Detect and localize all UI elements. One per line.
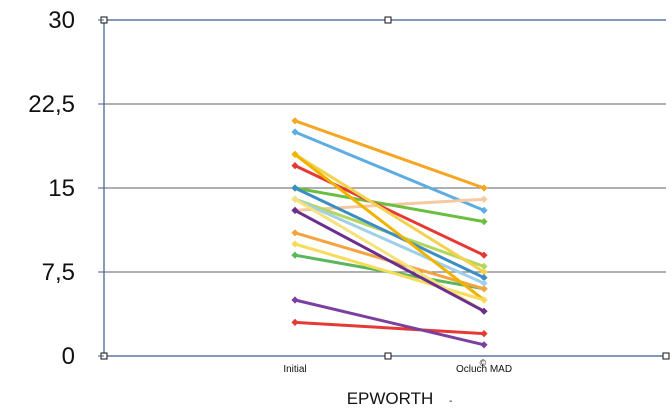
data-point (291, 240, 299, 248)
data-point (480, 279, 488, 287)
data-point (291, 296, 299, 304)
series-line (293, 197, 486, 313)
selection-handle (384, 16, 392, 24)
gridlines (104, 19, 666, 273)
x-tick-label: Initial (283, 364, 306, 375)
y-tick-label: 15 (48, 175, 75, 202)
series-line (293, 208, 486, 313)
data-point (291, 184, 299, 192)
y-tick-label: 30 (48, 7, 75, 34)
data-point (291, 229, 299, 237)
data-point (480, 262, 488, 270)
data-point (291, 162, 299, 170)
series-15 (291, 318, 488, 338)
data-point (480, 341, 488, 349)
data-point (480, 285, 488, 293)
y-tick-label: 0 (62, 343, 75, 370)
data-point (480, 307, 488, 315)
data-point (480, 195, 488, 203)
series-7 (291, 184, 488, 282)
series-line (293, 186, 486, 224)
x-tick-label: Ocluch MAD (456, 364, 512, 375)
selection-handle (662, 352, 670, 360)
series-line (293, 242, 486, 302)
data-point (291, 117, 299, 125)
data-point (480, 330, 488, 338)
y-tick-label: 7,5 (42, 259, 75, 286)
series-14 (291, 206, 488, 315)
series-line (293, 298, 486, 347)
series-0 (291, 117, 488, 192)
data-point (291, 206, 299, 214)
data-point (480, 274, 488, 282)
series-line (293, 130, 486, 212)
series-11 (291, 150, 488, 304)
data-point (291, 195, 299, 203)
y-tick-label: 22,5 (28, 91, 75, 118)
series-line (293, 197, 486, 285)
series-line (293, 320, 486, 336)
data-point (291, 150, 299, 158)
data-point (291, 128, 299, 136)
data-point (291, 251, 299, 259)
series-lines (291, 117, 488, 349)
data-point (480, 268, 488, 276)
series-3 (291, 184, 488, 226)
x-axis-label: EPWORTH (347, 389, 434, 408)
data-point (291, 318, 299, 326)
axes (98, 16, 670, 360)
data-point (480, 206, 488, 214)
data-point (480, 218, 488, 226)
data-point (480, 296, 488, 304)
series-1 (291, 128, 488, 214)
x-axis-label-suffix: - (449, 396, 452, 407)
selection-handle (384, 352, 392, 360)
series-line (293, 119, 486, 190)
tick-labels: 0 7,5 15 22,5 30 Initial Ocluch MAD© (28, 7, 512, 375)
series-line (293, 152, 486, 274)
series-12 (291, 240, 488, 304)
x-tick-superscript: © (480, 358, 487, 368)
series-16 (291, 296, 488, 349)
axis-labels: EPWORTH - (347, 389, 453, 408)
data-point (480, 251, 488, 259)
series-line (293, 186, 486, 280)
data-point (480, 184, 488, 192)
series-line (293, 152, 486, 302)
